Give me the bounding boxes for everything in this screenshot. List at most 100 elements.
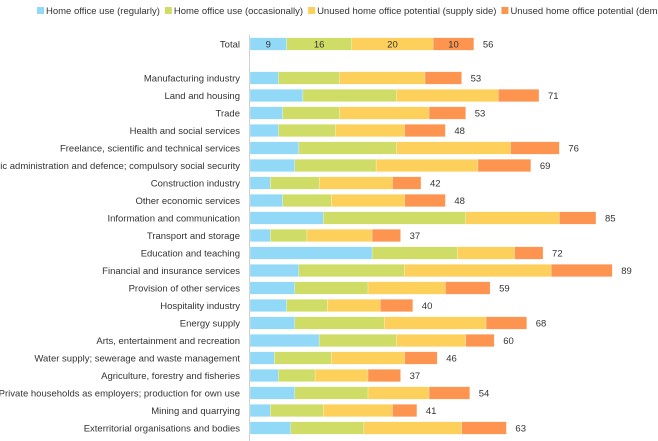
bar-segment	[294, 281, 369, 295]
bar-segment	[323, 211, 466, 225]
bar-segment	[278, 71, 340, 85]
total-value-label: 53	[475, 109, 486, 120]
bar-segment	[498, 89, 540, 102]
bar-segment	[485, 316, 528, 330]
bar-segment	[249, 176, 271, 190]
bar-segment	[392, 404, 418, 417]
bar-segment	[396, 141, 511, 155]
bar-segment	[371, 246, 458, 260]
bar-segment	[274, 351, 332, 365]
bar-segment	[465, 334, 495, 347]
bar-segment	[445, 281, 491, 295]
category-label: Water supply; sewerage and waste managem…	[34, 354, 240, 365]
bar-segment	[278, 124, 336, 137]
bar-segment	[270, 176, 320, 190]
bar-segment	[384, 316, 487, 330]
bar-segment	[249, 106, 283, 120]
total-value-label: 46	[446, 354, 457, 365]
total-value-label: 60	[503, 336, 514, 347]
bar-segment	[331, 194, 405, 207]
bar-segment	[282, 106, 340, 120]
bar-segment	[510, 141, 560, 155]
bar-segment	[367, 281, 446, 295]
total-value-label: 69	[540, 161, 551, 172]
category-label: Financial and insurance services	[102, 266, 240, 277]
bar-segment	[282, 194, 332, 207]
category-label: Exterritorial organisations and bodies	[84, 424, 241, 435]
segment-value-label: 9	[266, 40, 271, 51]
category-label: Other economic services	[135, 196, 240, 207]
total-value-label: 63	[515, 424, 526, 435]
bar-segment	[396, 334, 466, 347]
bar-segment	[302, 89, 397, 102]
bar-segment	[249, 159, 296, 172]
bar-segment	[249, 141, 300, 155]
legend-swatch	[164, 7, 172, 14]
category-label: Energy supply	[180, 319, 240, 330]
category-label: Transport and storage	[147, 231, 240, 242]
bar-segment	[404, 194, 446, 207]
bar-segment	[298, 264, 405, 277]
bar-segment	[432, 37, 475, 51]
total-value-label: 71	[548, 91, 559, 102]
bar-segment	[294, 159, 377, 172]
total-value-label: 89	[621, 266, 632, 277]
bar-segment	[323, 404, 393, 417]
bar-segment	[249, 124, 279, 137]
bar-segment	[249, 386, 296, 400]
legend-label: Home office use (occasionally)	[174, 6, 303, 17]
bar-segment	[375, 159, 479, 172]
category-label: Private households as employers; product…	[0, 389, 240, 400]
bar-segment	[339, 71, 426, 85]
total-value-label: 56	[483, 40, 494, 51]
legend-swatch	[37, 7, 44, 14]
bar-segment	[339, 106, 430, 120]
bar-segment	[428, 386, 471, 400]
legend-label: Unused home office potential (demand sid…	[510, 6, 658, 17]
bar-segment	[249, 194, 283, 207]
total-value-label: 54	[479, 389, 490, 400]
total-value-label: 85	[605, 214, 616, 225]
total-value-label: 42	[430, 179, 441, 190]
bar-segment	[318, 334, 397, 347]
bar-segment	[335, 124, 405, 137]
bar-segment	[249, 404, 271, 417]
category-label: Information and communication	[107, 214, 240, 225]
category-label: Mining and quarrying	[151, 406, 240, 417]
bar-segment	[379, 299, 414, 312]
bar-segment	[465, 211, 560, 225]
category-label: Trade	[216, 109, 240, 120]
bar-segment	[306, 229, 373, 242]
bar-segment	[249, 351, 275, 365]
bar-segment	[249, 264, 300, 277]
total-value-label: 40	[422, 301, 433, 312]
bar-segment	[367, 386, 430, 400]
bar-segment	[294, 386, 369, 400]
bar-segment	[461, 421, 507, 435]
bar-segment	[327, 299, 381, 312]
bar-segment	[318, 176, 393, 190]
bar-segment	[314, 369, 369, 382]
total-value-label: 48	[454, 126, 465, 137]
bar-segment	[249, 421, 291, 435]
bar-segment	[298, 141, 397, 155]
bar-segment	[249, 281, 296, 295]
bar-segment	[286, 299, 328, 312]
bar-segment	[404, 264, 552, 277]
bar-segment	[404, 351, 438, 365]
bar-segment	[457, 246, 515, 260]
category-label: Arts, entertainment and recreation	[96, 336, 240, 347]
bar-segment	[363, 421, 462, 435]
total-value-label: 59	[499, 284, 510, 295]
legend-label: Home office use (regularly)	[46, 6, 160, 17]
bar-segment	[249, 89, 304, 102]
legend-swatch	[501, 7, 509, 14]
segment-value-label: 10	[448, 40, 459, 51]
total-value-label: 72	[552, 249, 563, 260]
bar-segment	[249, 229, 271, 242]
bar-segment	[428, 106, 466, 120]
bar-segment	[270, 404, 324, 417]
total-value-label: 41	[426, 406, 437, 417]
category-label: Provision of other services	[129, 284, 241, 295]
